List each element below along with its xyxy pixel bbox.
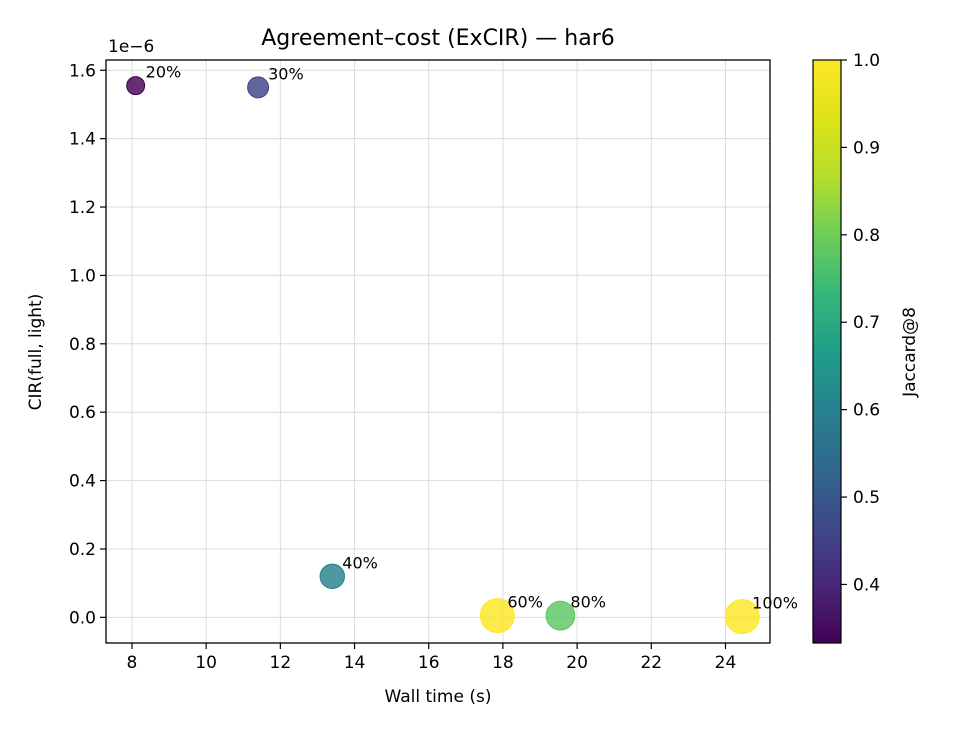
colorbar-tick-label: 1.0 <box>853 51 880 71</box>
y-tick-label: 1.2 <box>69 198 96 218</box>
x-tick-label: 20 <box>566 653 588 673</box>
y-axis-ticks: 0.0 0.2 0.4 0.6 0.8 1.0 1.2 1.4 1.6 <box>69 61 106 628</box>
colorbar <box>812 59 842 644</box>
point-label: 60% <box>507 593 543 612</box>
point-label: 100% <box>752 594 798 613</box>
y-tick-label: 1.0 <box>69 266 96 286</box>
y-axis-label: CIR(full, light) <box>26 294 46 411</box>
grid-lines <box>106 60 770 643</box>
x-tick-label: 24 <box>715 653 737 673</box>
point-label: 30% <box>268 64 304 83</box>
x-tick-label: 12 <box>270 653 292 673</box>
x-axis-label: Wall time (s) <box>385 687 492 707</box>
x-tick-label: 8 <box>127 653 138 673</box>
x-tick-label: 22 <box>640 653 662 673</box>
point-label: 40% <box>342 553 378 572</box>
colorbar-label: Jaccard@8 <box>900 307 920 398</box>
scatter-point <box>126 76 146 96</box>
y-tick-label: 0.0 <box>69 608 96 628</box>
scatter-point <box>479 598 515 634</box>
chart-title: Agreement–cost (ExCIR) — har6 <box>261 26 615 51</box>
scatter-points <box>126 76 760 635</box>
x-tick-label: 16 <box>418 653 440 673</box>
y-tick-label: 1.6 <box>69 61 96 81</box>
scatter-point <box>247 76 270 99</box>
y-tick-label: 0.2 <box>69 540 96 560</box>
x-tick-label: 10 <box>195 653 217 673</box>
y-offset-label: 1e−6 <box>108 37 154 57</box>
y-tick-label: 0.4 <box>69 472 96 492</box>
colorbar-tick-label: 0.5 <box>853 488 880 508</box>
x-tick-label: 14 <box>344 653 366 673</box>
point-label: 20% <box>146 63 182 82</box>
y-tick-label: 1.4 <box>69 130 96 150</box>
colorbar-tick-label: 0.4 <box>853 575 880 595</box>
scatter-point <box>319 563 345 590</box>
x-tick-label: 18 <box>492 653 514 673</box>
colorbar-tick-label: 0.8 <box>853 226 880 246</box>
x-axis-ticks: 8 10 12 14 16 18 20 22 24 <box>127 643 737 673</box>
point-label: 80% <box>570 593 606 612</box>
colorbar-tick-label: 0.7 <box>853 313 880 333</box>
colorbar-tick-label: 0.9 <box>853 138 880 158</box>
y-tick-label: 0.6 <box>69 403 96 423</box>
scatter-point <box>724 599 760 635</box>
y-tick-label: 0.8 <box>69 335 96 355</box>
scatter-point <box>545 600 576 631</box>
point-labels: 20% 30% 40% 60% 80% 100% <box>146 63 798 613</box>
plot-area-frame <box>105 59 771 644</box>
colorbar-tick-label: 0.6 <box>853 401 880 421</box>
colorbar-ticks: 0.4 0.5 0.6 0.7 0.8 0.9 1.0 <box>841 51 880 595</box>
